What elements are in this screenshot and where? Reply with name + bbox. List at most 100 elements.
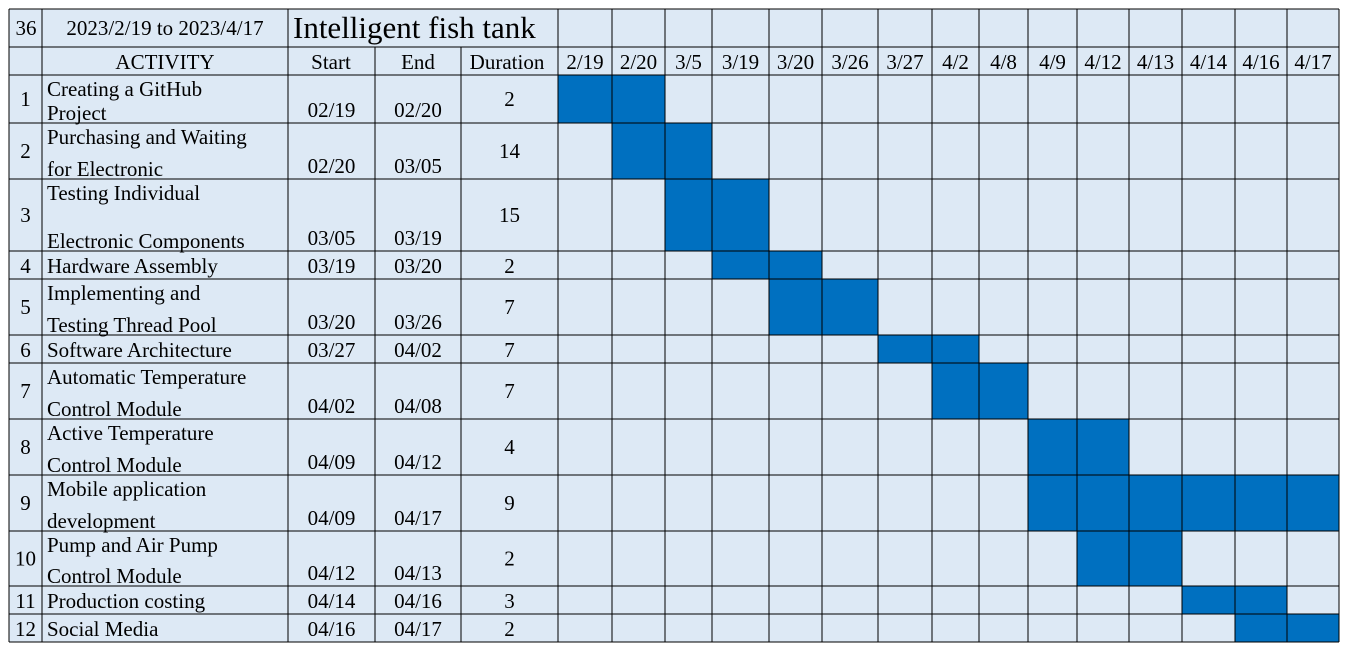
task-end: 04/02: [394, 338, 442, 362]
timeline-label: 2/20: [620, 50, 657, 74]
task-activity: Mobile application: [47, 477, 207, 501]
chart-title: Intelligent fish tank: [293, 10, 536, 45]
task-activity: Project: [47, 101, 107, 125]
task-end: 03/19: [394, 226, 442, 250]
column-header-start: Start: [311, 50, 351, 74]
column-header-duration: Duration: [470, 50, 545, 74]
task-activity: Testing Individual: [47, 181, 200, 205]
task-activity: development: [47, 509, 156, 533]
timeline-label: 4/12: [1084, 50, 1121, 74]
task-activity: Hardware Assembly: [47, 254, 218, 278]
task-number: 5: [20, 295, 31, 319]
task-bar-9: [1028, 475, 1339, 531]
timeline-label: 3/5: [675, 50, 702, 74]
task-bar-8: [1028, 419, 1129, 475]
task-duration: 7: [504, 379, 515, 403]
task-number: 7: [20, 379, 31, 403]
task-number: 6: [20, 338, 31, 362]
task-bar-7: [932, 363, 1028, 419]
task-activity: Control Module: [47, 397, 182, 421]
task-bar-5: [769, 279, 878, 335]
task-end: 03/26: [394, 310, 442, 334]
task-end: 04/17: [394, 617, 442, 641]
task-start: 04/09: [308, 450, 356, 474]
task-number: 11: [15, 589, 35, 613]
task-end: 02/20: [394, 98, 442, 122]
timeline-label: 3/19: [722, 50, 759, 74]
task-activity: Software Architecture: [47, 338, 232, 362]
task-activity: Production costing: [47, 589, 206, 613]
task-start: 02/20: [308, 154, 356, 178]
task-duration: 2: [504, 617, 515, 641]
task-end: 03/05: [394, 154, 442, 178]
task-bar-2: [612, 123, 712, 179]
task-activity: Testing Thread Pool: [47, 313, 217, 337]
task-activity: Social Media: [47, 617, 159, 641]
task-start: 03/05: [308, 226, 356, 250]
task-number: 8: [20, 435, 31, 459]
timeline-label: 4/13: [1137, 50, 1174, 74]
task-duration: 3: [504, 589, 515, 613]
task-activity: Purchasing and Waiting: [47, 125, 247, 149]
task-duration: 2: [504, 254, 515, 278]
task-duration: 14: [499, 139, 521, 163]
task-duration: 7: [504, 295, 515, 319]
timeline-label: 4/17: [1294, 50, 1331, 74]
task-activity: for Electronic: [47, 157, 163, 181]
task-start: 04/14: [308, 589, 356, 613]
header-count: 36: [16, 16, 37, 40]
task-end: 04/12: [394, 450, 442, 474]
task-duration: 7: [504, 338, 515, 362]
task-end: 04/16: [394, 589, 442, 613]
task-bar-3: [665, 179, 769, 251]
task-number: 12: [15, 617, 36, 641]
task-end: 03/20: [394, 254, 442, 278]
header-date-range: 2023/2/19 to 2023/4/17: [66, 16, 263, 40]
timeline-label: 4/2: [942, 50, 969, 74]
task-start: 03/19: [308, 254, 356, 278]
table-text: 36 2023/2/19 to 2023/4/17 Intelligent fi…: [15, 10, 1332, 641]
task-duration: 2: [504, 87, 515, 111]
timeline-label: 3/26: [831, 50, 868, 74]
grid-lines: [8, 8, 1340, 643]
timeline-label: 4/16: [1242, 50, 1279, 74]
timeline-label: 4/14: [1190, 50, 1228, 74]
task-number: 10: [15, 547, 36, 571]
timeline-label: 4/9: [1039, 50, 1066, 74]
task-bar-6: [878, 335, 979, 363]
task-activity: Implementing and: [47, 281, 201, 305]
task-number: 9: [20, 491, 31, 515]
task-activity: Creating a GitHub: [47, 77, 202, 101]
task-activity: Electronic Components: [47, 229, 245, 253]
task-bar-4: [712, 251, 822, 279]
task-end: 04/17: [394, 506, 442, 530]
timeline-label: 3/20: [777, 50, 814, 74]
task-start: 04/16: [308, 617, 356, 641]
task-duration: 15: [499, 203, 520, 227]
task-start: 02/19: [308, 98, 356, 122]
timeline-label: 2/19: [566, 50, 603, 74]
task-number: 2: [20, 139, 31, 163]
column-header-activity: ACTIVITY: [115, 50, 214, 74]
task-end: 04/13: [394, 561, 442, 585]
task-duration: 2: [504, 547, 515, 571]
task-number: 4: [20, 254, 31, 278]
timeline-label: 4/8: [990, 50, 1017, 74]
task-activity: Control Module: [47, 564, 182, 588]
task-duration: 4: [504, 435, 515, 459]
task-activity: Control Module: [47, 453, 182, 477]
task-activity: Active Temperature: [47, 421, 214, 445]
task-start: 04/02: [308, 394, 356, 418]
task-end: 04/08: [394, 394, 442, 418]
task-start: 03/27: [308, 338, 356, 362]
task-number: 1: [20, 87, 31, 111]
task-start: 04/09: [308, 506, 356, 530]
task-number: 3: [20, 203, 31, 227]
task-start: 04/12: [308, 561, 356, 585]
column-header-end: End: [401, 50, 435, 74]
timeline-label: 3/27: [886, 50, 923, 74]
task-activity: Pump and Air Pump: [47, 533, 218, 557]
task-start: 03/20: [308, 310, 356, 334]
task-activity: Automatic Temperature: [47, 365, 246, 389]
